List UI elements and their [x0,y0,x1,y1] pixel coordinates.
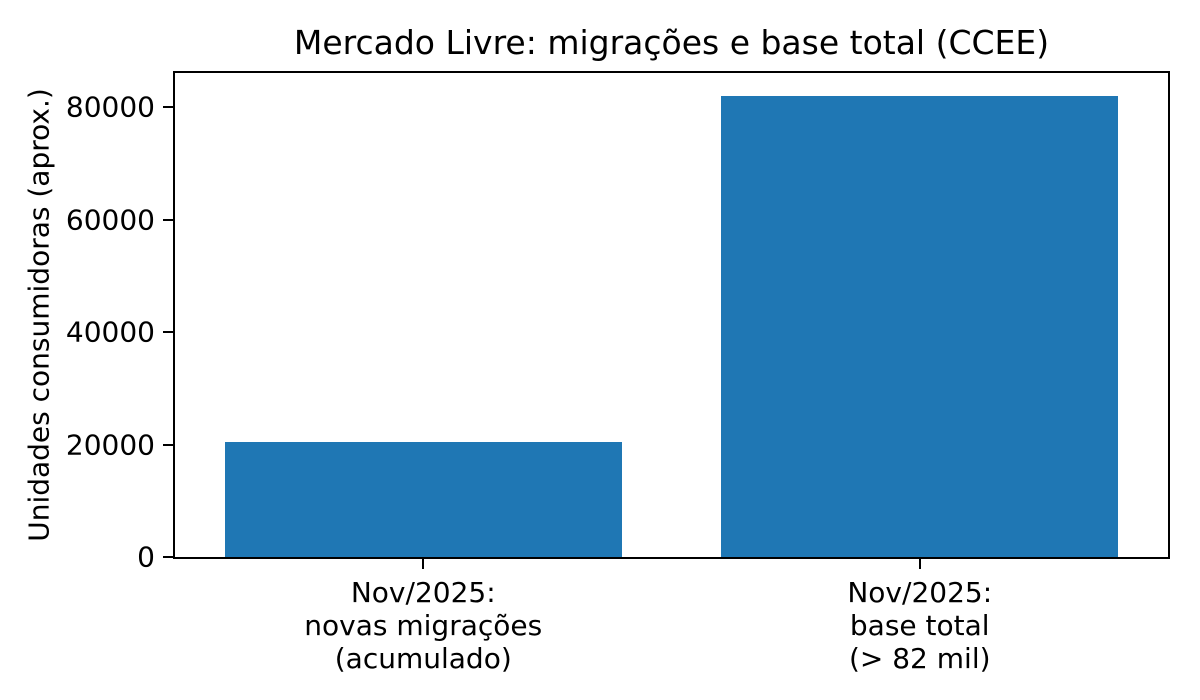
y-tick-mark [163,106,173,109]
y-tick-mark [163,331,173,334]
plot-area [173,71,1170,559]
y-tick-label: 0 [137,540,155,574]
y-tick-label: 40000 [65,315,155,349]
y-tick-mark [163,218,173,221]
y-tick-mark [163,556,173,558]
chart-title: Mercado Livre: migrações e base total (C… [293,23,1050,62]
x-tick-label: Nov/2025: base total (> 82 mil) [847,576,993,675]
y-tick-label: 60000 [65,203,155,237]
y-tick-mark [163,443,173,446]
x-tick-mark [422,559,425,569]
x-tick-mark [918,559,921,569]
bar-2 [721,96,1119,557]
y-tick-label: 80000 [65,90,155,124]
bar-1 [224,441,622,557]
y-tick-label: 20000 [65,428,155,462]
x-tick-label: Nov/2025: novas migrações (acumulado) [304,576,543,675]
